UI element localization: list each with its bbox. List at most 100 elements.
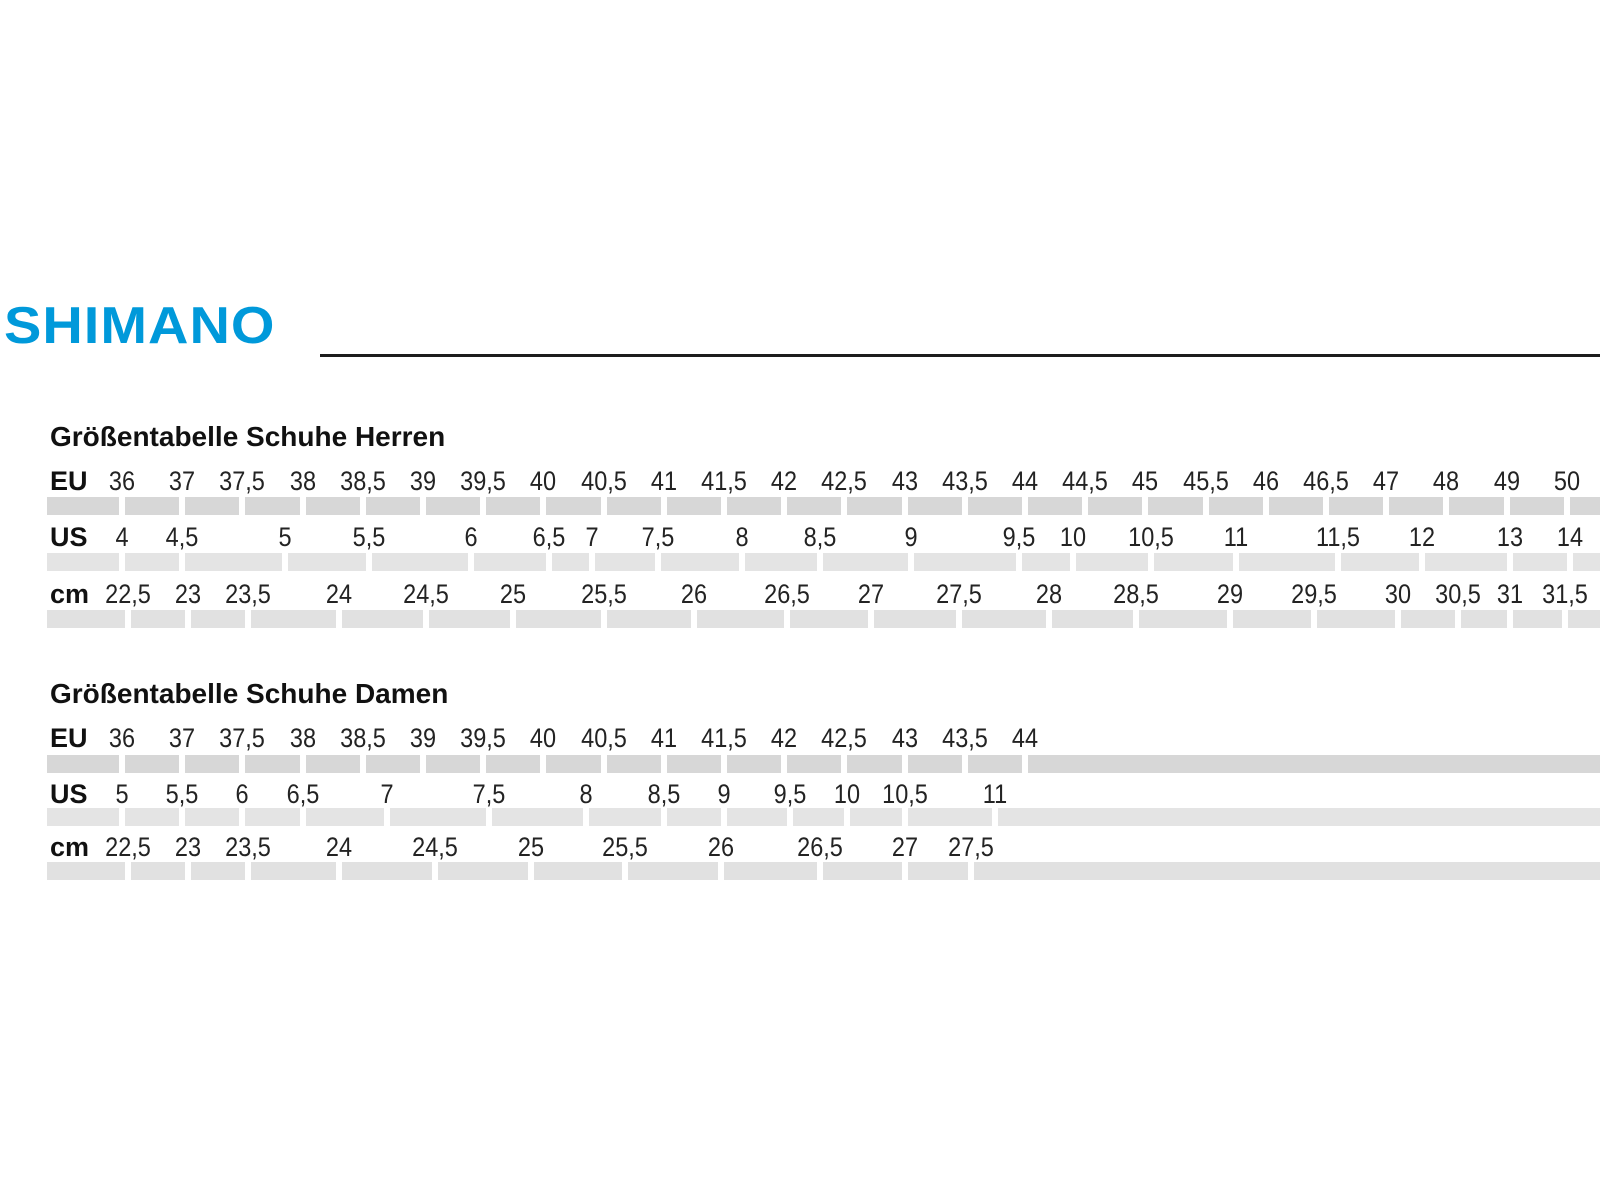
size-value: 8 xyxy=(579,779,593,809)
scale-tick-gap xyxy=(1507,553,1513,571)
size-value: 37 xyxy=(168,723,196,753)
size-value: 31 xyxy=(1496,579,1524,609)
scale-tick-gap xyxy=(902,808,908,826)
size-value: 8,5 xyxy=(647,779,681,809)
scale-tick-gap xyxy=(179,553,185,571)
shimano-logo: SHIMANO xyxy=(4,296,276,355)
scale-tick-gap xyxy=(528,862,534,880)
size-value: 41 xyxy=(650,723,678,753)
size-value: 49 xyxy=(1493,466,1521,496)
scale-tick-gap xyxy=(902,862,908,880)
size-value: 45,5 xyxy=(1183,466,1229,496)
scale-tick-gap xyxy=(1562,610,1568,628)
scale-tick-gap xyxy=(1443,497,1449,515)
scale-tick-gap xyxy=(661,808,667,826)
size-value: 13 xyxy=(1496,522,1524,552)
size-value: 11 xyxy=(1223,522,1249,552)
scale-tick-gap xyxy=(589,553,595,571)
size-value: 41,5 xyxy=(701,466,747,496)
scale-tick-gap xyxy=(1455,610,1461,628)
size-value: 40,5 xyxy=(581,466,627,496)
scale-tick-gap xyxy=(1335,553,1341,571)
size-value: 7 xyxy=(380,779,394,809)
scale-tick-gap xyxy=(119,755,125,773)
row-label-eu: EU xyxy=(50,466,88,496)
scale-tick-gap xyxy=(360,497,366,515)
scale-tick-gap xyxy=(119,553,125,571)
size-value: 10,5 xyxy=(1128,522,1174,552)
scale-tick-gap xyxy=(1142,497,1148,515)
scale-tick-gap xyxy=(908,553,914,571)
scale-tick-gap xyxy=(962,755,968,773)
size-value: 38 xyxy=(289,466,317,496)
size-value: 36 xyxy=(108,466,136,496)
scale-tick-gap xyxy=(125,862,131,880)
table-title: Größentabelle Schuhe Herren xyxy=(50,421,446,452)
scale-tick-gap xyxy=(902,755,908,773)
size-value: 28,5 xyxy=(1113,579,1159,609)
scale-tick-gap xyxy=(841,755,847,773)
scale-tick-gap xyxy=(540,755,546,773)
size-value: 23 xyxy=(174,579,202,609)
scale-tick-gap xyxy=(366,553,372,571)
row-label-cm: cm xyxy=(50,832,90,862)
size-value: 9 xyxy=(717,779,731,809)
size-value: 31,5 xyxy=(1542,579,1588,609)
scale-tick-gap xyxy=(868,610,874,628)
scale-tick-gap xyxy=(546,553,552,571)
size-value: 42,5 xyxy=(821,723,867,753)
size-value: 23 xyxy=(174,832,202,862)
scale-tick-gap xyxy=(239,497,245,515)
size-value: 43,5 xyxy=(942,466,988,496)
size-value: 27 xyxy=(857,579,885,609)
scale-tick-gap xyxy=(480,497,486,515)
size-value: 37,5 xyxy=(219,723,265,753)
scale-tick-gap xyxy=(245,862,251,880)
scale-tick-gap xyxy=(844,808,850,826)
scale-tick-gap xyxy=(423,610,429,628)
scale-tick-gap xyxy=(1383,497,1389,515)
scale-tick-gap xyxy=(1227,610,1233,628)
size-value: 37,5 xyxy=(219,466,265,496)
scale-tick-gap xyxy=(239,808,245,826)
row-label-eu: EU xyxy=(50,723,88,753)
size-scale-bar xyxy=(47,497,1600,515)
scale-tick-gap xyxy=(841,497,847,515)
scale-tick-gap xyxy=(622,862,628,880)
scale-tick-gap xyxy=(1504,497,1510,515)
size-scale-bar xyxy=(47,553,1600,571)
size-value: 5,5 xyxy=(165,779,199,809)
size-scale-bar xyxy=(47,862,1600,880)
size-value: 24,5 xyxy=(403,579,449,609)
size-value: 26,5 xyxy=(764,579,810,609)
scale-tick-gap xyxy=(1022,755,1028,773)
size-value: 43 xyxy=(891,466,919,496)
scale-tick-gap xyxy=(1507,610,1513,628)
size-value: 10,5 xyxy=(882,779,928,809)
size-value: 41,5 xyxy=(701,723,747,753)
size-value: 41 xyxy=(650,466,678,496)
row-label-us: US xyxy=(50,779,88,809)
scale-tick-gap xyxy=(1082,497,1088,515)
scale-tick-gap xyxy=(902,497,908,515)
scale-tick-gap xyxy=(336,862,342,880)
scale-tick-gap xyxy=(601,497,607,515)
size-scale-bar xyxy=(47,610,1600,628)
size-value: 25,5 xyxy=(581,579,627,609)
scale-tick-gap xyxy=(1016,553,1022,571)
size-value: 37 xyxy=(168,466,196,496)
scale-tick-gap xyxy=(336,610,342,628)
size-value: 22,5 xyxy=(105,832,151,862)
size-value: 29 xyxy=(1216,579,1244,609)
size-value: 28 xyxy=(1035,579,1063,609)
size-value: 23,5 xyxy=(225,579,271,609)
size-value: 4,5 xyxy=(165,522,199,552)
size-value: 6,5 xyxy=(532,522,566,552)
size-value: 5 xyxy=(278,522,292,552)
scale-tick-gap xyxy=(1395,610,1401,628)
size-value: 6 xyxy=(464,522,478,552)
scale-tick-gap xyxy=(661,755,667,773)
scale-tick-gap xyxy=(691,610,697,628)
size-value: 44,5 xyxy=(1062,466,1108,496)
